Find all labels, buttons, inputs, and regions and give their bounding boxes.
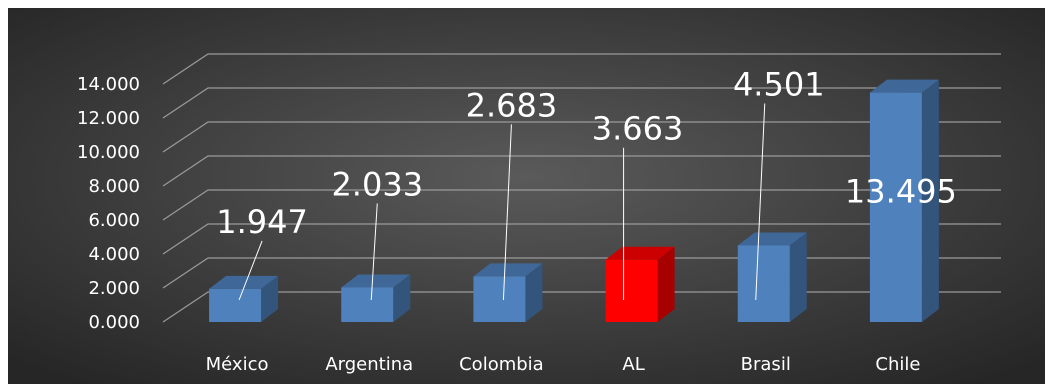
bar <box>605 246 675 322</box>
gridline <box>162 155 1001 187</box>
category-label: Chile <box>875 354 920 375</box>
bar <box>209 275 279 322</box>
gridline <box>162 223 1001 255</box>
data-label-leader <box>502 124 512 301</box>
gridline <box>162 121 1001 153</box>
bar <box>737 232 807 322</box>
y-tick-label: 6.000 <box>88 210 140 231</box>
data-label: 1.947 <box>216 203 308 241</box>
gridline <box>162 53 1001 85</box>
y-tick-label: 12.000 <box>77 108 140 129</box>
y-tick-label: 10.000 <box>77 142 140 163</box>
bar-front-face <box>737 245 790 322</box>
data-label: 3.663 <box>592 110 684 148</box>
y-tick-label: 8.000 <box>88 176 140 197</box>
gridline <box>162 189 1001 221</box>
bar-front-face <box>341 287 394 322</box>
y-tick-label: 4.000 <box>88 244 140 265</box>
bar-front-face <box>605 259 658 322</box>
bar-side-face <box>525 263 543 322</box>
bar <box>341 274 411 322</box>
gridline <box>162 291 1001 323</box>
category-label: Brasil <box>741 354 791 375</box>
data-label-leader <box>755 103 766 301</box>
data-label-leader <box>370 203 378 301</box>
bar-side-face <box>657 246 675 322</box>
y-tick-label: 2.000 <box>88 278 140 299</box>
data-label: 2.033 <box>331 165 423 203</box>
bar-front-face <box>869 92 922 323</box>
category-label: AL <box>622 354 644 375</box>
category-label: México <box>206 354 269 375</box>
bar-side-face <box>393 274 411 322</box>
data-label: 2.683 <box>466 86 558 124</box>
bar <box>869 79 939 323</box>
bar-top-face <box>737 232 807 246</box>
bar <box>473 263 543 322</box>
y-tick-label: 14.000 <box>77 74 140 95</box>
data-label: 13.495 <box>845 172 957 210</box>
bar-side-face <box>789 232 807 322</box>
bar-top-face <box>341 274 411 288</box>
category-label: Argentina <box>325 354 413 375</box>
y-tick-label: 0.000 <box>88 312 140 333</box>
data-label-leader <box>238 240 263 301</box>
chart-container: 0.000 2.000 4.000 6.000 8.000 10.000 12.000 14.… <box>8 8 1045 384</box>
bar-chart: 0.000 2.000 4.000 6.000 8.000 10.000 12.000 14.… <box>8 8 1045 384</box>
bar-top-face <box>869 79 939 93</box>
bar-side-face <box>261 275 279 322</box>
bar-top-face <box>473 263 543 277</box>
gridline <box>162 257 1001 289</box>
gridline <box>162 87 1001 119</box>
bar-top-face <box>605 246 675 260</box>
bar-top-face <box>209 275 279 289</box>
data-label: 4.501 <box>733 65 825 103</box>
bar-side-face <box>921 79 939 323</box>
category-label: Colombia <box>459 354 544 375</box>
bar-front-face <box>209 288 262 322</box>
bar-front-face <box>473 276 526 322</box>
